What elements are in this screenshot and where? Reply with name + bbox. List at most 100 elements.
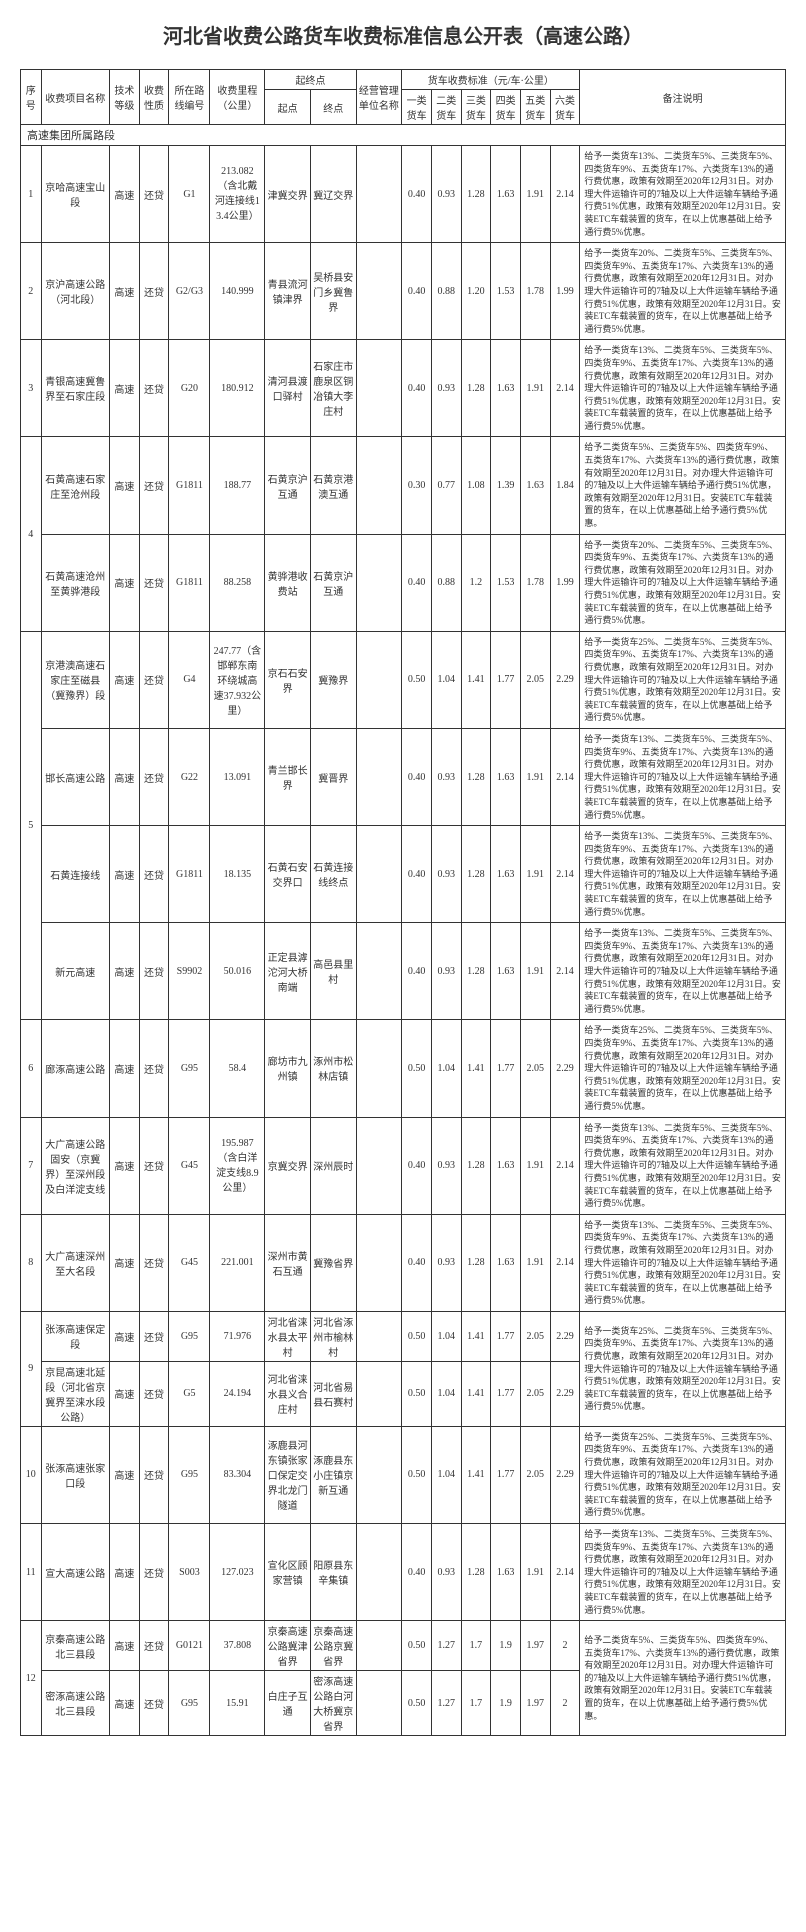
cell-rate-4: 1.63 bbox=[491, 1117, 521, 1214]
cell-rate-1: 0.40 bbox=[402, 1117, 432, 1214]
cell-end: 吴桥县安门乡冀鲁界 bbox=[310, 243, 356, 340]
cell-rate-6: 2.14 bbox=[550, 728, 580, 825]
cell-org bbox=[356, 1524, 402, 1621]
table-row: 4石黄高速石家庄至沧州段高速还贷G1811188.77石黄京沪互通石黄京港澳互通… bbox=[21, 437, 786, 534]
cell-name: 新元高速 bbox=[41, 923, 110, 1020]
cell-end: 河北省涿州市榆林村 bbox=[310, 1311, 356, 1361]
cell-rate-2: 1.27 bbox=[431, 1671, 461, 1736]
h-c5: 五类货车 bbox=[520, 90, 550, 125]
cell-org bbox=[356, 1020, 402, 1117]
cell-rate-6: 2.29 bbox=[550, 1361, 580, 1426]
cell-start: 河北省涞水县义合庄村 bbox=[265, 1361, 311, 1426]
cell-fee: 还贷 bbox=[139, 1311, 169, 1361]
cell-remarks: 给予一类货车13%、二类货车5%、三类货车5%、四类货车9%、五类货车17%、六… bbox=[580, 826, 786, 923]
cell-fee: 还贷 bbox=[139, 1621, 169, 1671]
cell-org bbox=[356, 631, 402, 728]
cell-route: S9902 bbox=[169, 923, 210, 1020]
cell-rate-1: 0.40 bbox=[402, 1214, 432, 1311]
cell-rate-5: 1.91 bbox=[520, 146, 550, 243]
cell-rate-1: 0.40 bbox=[402, 728, 432, 825]
cell-mileage: 37.808 bbox=[210, 1621, 265, 1671]
cell-rate-4: 1.39 bbox=[491, 437, 521, 534]
cell-org bbox=[356, 1621, 402, 1671]
cell-rate-5: 1.91 bbox=[520, 1214, 550, 1311]
cell-rate-1: 0.40 bbox=[402, 1524, 432, 1621]
cell-remarks: 给予一类货车13%、二类货车5%、三类货车5%、四类货车9%、五类货车17%、六… bbox=[580, 728, 786, 825]
cell-tech: 高速 bbox=[110, 1311, 140, 1361]
table-row: 11宣大高速公路高速还贷S003127.023宣化区顾家营镇阳原县东辛集镇0.4… bbox=[21, 1524, 786, 1621]
h-fee: 收费性质 bbox=[139, 70, 169, 125]
table-row: 7大广高速公路固安（京冀界）至深州段及白洋淀支线高速还贷G45195.987（含… bbox=[21, 1117, 786, 1214]
cell-rate-4: 1.77 bbox=[491, 631, 521, 728]
section-row: 高速集团所属路段 bbox=[21, 125, 786, 146]
cell-rate-4: 1.63 bbox=[491, 728, 521, 825]
cell-start: 深州市黄石互通 bbox=[265, 1214, 311, 1311]
cell-org bbox=[356, 1426, 402, 1523]
h-c4: 四类货车 bbox=[491, 90, 521, 125]
table-row: 石黄连接线高速还贷G181118.135石黄石安交界口石黄连接线终点0.400.… bbox=[21, 826, 786, 923]
cell-name: 京哈高速宝山段 bbox=[41, 146, 110, 243]
page-title: 河北省收费公路货车收费标准信息公开表（高速公路） bbox=[20, 20, 786, 49]
cell-seq: 4 bbox=[21, 437, 42, 631]
cell-seq: 7 bbox=[21, 1117, 42, 1214]
cell-rate-4: 1.63 bbox=[491, 826, 521, 923]
h-c2: 二类货车 bbox=[431, 90, 461, 125]
cell-seq: 1 bbox=[21, 146, 42, 243]
cell-fee: 还贷 bbox=[139, 1524, 169, 1621]
cell-rate-5: 1.91 bbox=[520, 728, 550, 825]
cell-route: G95 bbox=[169, 1311, 210, 1361]
cell-tech: 高速 bbox=[110, 534, 140, 631]
cell-rate-1: 0.50 bbox=[402, 631, 432, 728]
cell-rate-4: 1.63 bbox=[491, 1524, 521, 1621]
cell-tech: 高速 bbox=[110, 1361, 140, 1426]
cell-route: G1811 bbox=[169, 437, 210, 534]
cell-mileage: 247.77（含邯郸东南环绕城高速37.932公里） bbox=[210, 631, 265, 728]
cell-seq: 12 bbox=[21, 1621, 42, 1736]
cell-rate-3: 1.41 bbox=[461, 1426, 491, 1523]
cell-remarks: 给予一类货车25%、二类货车5%、三类货车5%、四类货车9%、五类货车17%、六… bbox=[580, 1426, 786, 1523]
cell-route: G0121 bbox=[169, 1621, 210, 1671]
h-startend: 起终点 bbox=[265, 70, 356, 90]
cell-rate-4: 1.63 bbox=[491, 1214, 521, 1311]
cell-fee: 还贷 bbox=[139, 437, 169, 534]
cell-mileage: 13.091 bbox=[210, 728, 265, 825]
cell-org bbox=[356, 243, 402, 340]
cell-rate-3: 1.28 bbox=[461, 923, 491, 1020]
cell-mileage: 50.016 bbox=[210, 923, 265, 1020]
cell-rate-3: 1.28 bbox=[461, 340, 491, 437]
cell-tech: 高速 bbox=[110, 728, 140, 825]
cell-rate-1: 0.50 bbox=[402, 1671, 432, 1736]
cell-rate-4: 1.63 bbox=[491, 923, 521, 1020]
cell-start: 石黄石安交界口 bbox=[265, 826, 311, 923]
cell-rate-5: 2.05 bbox=[520, 1361, 550, 1426]
cell-org bbox=[356, 1361, 402, 1426]
cell-rate-5: 1.97 bbox=[520, 1621, 550, 1671]
cell-remarks: 给予一类货车13%、二类货车5%、三类货车5%、四类货车9%、五类货车17%、六… bbox=[580, 1117, 786, 1214]
cell-route: G20 bbox=[169, 340, 210, 437]
cell-remarks: 给予一类货车13%、二类货车5%、三类货车5%、四类货车9%、五类货车17%、六… bbox=[580, 1214, 786, 1311]
h-org: 经营管理单位名称 bbox=[356, 70, 402, 125]
cell-rate-4: 1.9 bbox=[491, 1671, 521, 1736]
cell-rate-3: 1.41 bbox=[461, 1361, 491, 1426]
h-start: 起点 bbox=[265, 90, 311, 125]
cell-end: 高邑县里村 bbox=[310, 923, 356, 1020]
cell-rate-1: 0.50 bbox=[402, 1311, 432, 1361]
table-row: 12京秦高速公路北三县段高速还贷G012137.808京秦高速公路冀津省界京秦高… bbox=[21, 1621, 786, 1671]
cell-remarks: 给予一类货车13%、二类货车5%、三类货车5%、四类货车9%、五类货车17%、六… bbox=[580, 340, 786, 437]
cell-rate-6: 2.29 bbox=[550, 1426, 580, 1523]
cell-rate-1: 0.40 bbox=[402, 826, 432, 923]
cell-name: 宣大高速公路 bbox=[41, 1524, 110, 1621]
cell-rate-2: 0.93 bbox=[431, 1524, 461, 1621]
h-c1: 一类货车 bbox=[402, 90, 432, 125]
table-row: 2京沪高速公路（河北段）高速还贷G2/G3140.999青县流河镇津界吴桥县安门… bbox=[21, 243, 786, 340]
cell-rate-3: 1.28 bbox=[461, 728, 491, 825]
cell-name: 密涿高速公路北三县段 bbox=[41, 1671, 110, 1736]
cell-rate-6: 2.14 bbox=[550, 826, 580, 923]
cell-rate-5: 1.78 bbox=[520, 534, 550, 631]
cell-name: 青银高速冀鲁界至石家庄段 bbox=[41, 340, 110, 437]
cell-rate-2: 1.27 bbox=[431, 1621, 461, 1671]
cell-name: 廊涿高速公路 bbox=[41, 1020, 110, 1117]
cell-mileage: 195.987（含白洋淀支线8.9公里） bbox=[210, 1117, 265, 1214]
cell-rate-5: 2.05 bbox=[520, 1426, 550, 1523]
cell-route: G95 bbox=[169, 1671, 210, 1736]
